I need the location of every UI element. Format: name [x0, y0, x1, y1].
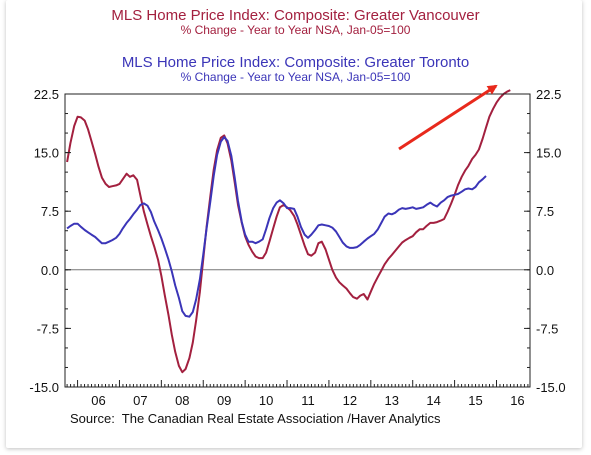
source-note: Source: The Canadian Real Estate Associa… — [70, 411, 441, 426]
y-tick-label-right: 22.5 — [536, 87, 561, 102]
y-tick-label-right: -7.5 — [536, 321, 558, 336]
x-tick-label: 15 — [468, 393, 482, 408]
x-tick-label: 08 — [175, 393, 189, 408]
y-tick-label-right: 0.0 — [536, 263, 554, 278]
x-tick-label: 13 — [385, 393, 399, 408]
y-tick-label-right: 15.0 — [536, 146, 561, 161]
y-tick-label-left: 0.0 — [41, 263, 59, 278]
y-tick-label-right: 7.5 — [536, 204, 554, 219]
y-tick-label-left: -7.5 — [37, 321, 59, 336]
x-tick-label: 16 — [510, 393, 524, 408]
chart-title-vancouver: MLS Home Price Index: Composite: Greater… — [111, 7, 480, 24]
x-tick-label: 10 — [259, 393, 273, 408]
series-line-greater-vancouver — [66, 89, 511, 374]
plot-frame — [64, 93, 531, 388]
chart-subtitle-vancouver: % Change - Year to Year NSA, Jan-05=100 — [180, 23, 411, 37]
annotation-arrow — [398, 84, 498, 151]
y-tick-label-left: 7.5 — [41, 204, 59, 219]
x-tick-label: 14 — [426, 393, 440, 408]
x-tick-label: 11 — [301, 393, 315, 408]
series-line-greater-toronto — [66, 136, 487, 318]
chart-subtitle-toronto: % Change - Year to Year NSA, Jan-05=100 — [180, 70, 411, 84]
x-tick-label: 12 — [343, 393, 357, 408]
x-tick-label: 09 — [217, 393, 231, 408]
x-tick-label: 07 — [133, 393, 147, 408]
y-tick-label-left: 15.0 — [34, 146, 59, 161]
y-tick-label-right: -15.0 — [536, 380, 566, 395]
y-tick-label-left: 22.5 — [34, 87, 59, 102]
y-tick-label-left: -15.0 — [29, 380, 59, 395]
chart-title-toronto: MLS Home Price Index: Composite: Greater… — [121, 54, 470, 71]
x-tick-label: 06 — [91, 393, 105, 408]
chart-card — [6, 0, 582, 448]
